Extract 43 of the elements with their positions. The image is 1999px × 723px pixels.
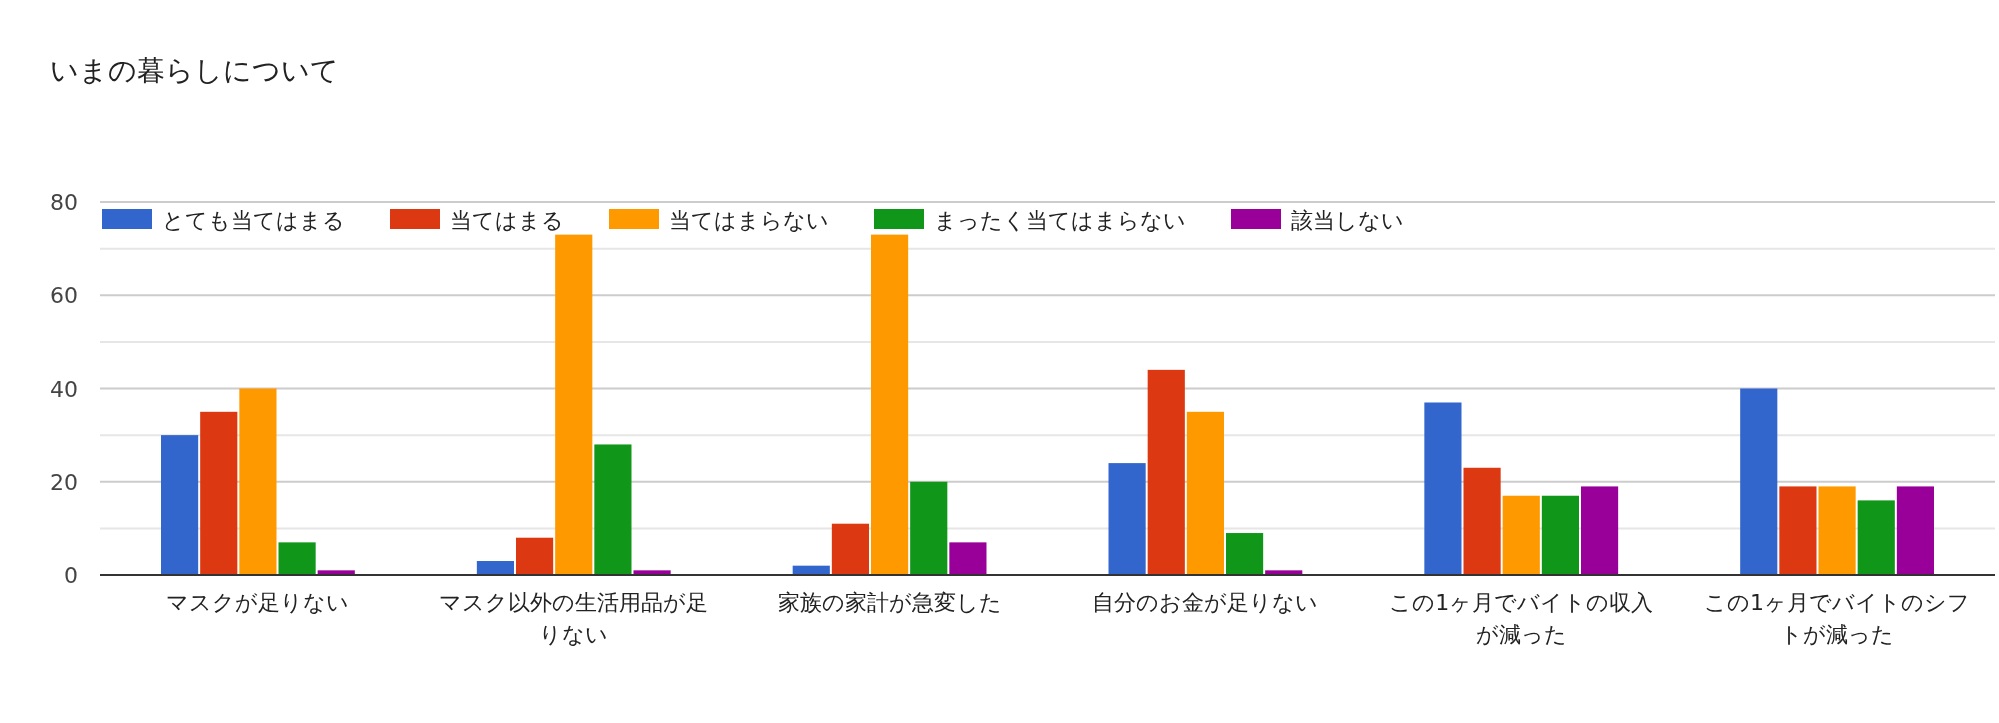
bar [239,388,277,575]
bar [594,444,632,575]
bar [1147,369,1185,575]
x-tick-label: マスク以外の生活用品が足りない [439,590,709,647]
y-tick-label: 0 [64,563,78,588]
bar [1463,467,1501,575]
bar [200,411,238,575]
bar [871,234,909,575]
chart-title: いまの暮らしについて [50,54,339,87]
legend-label: 当てはまる [450,208,564,233]
y-tick-label: 20 [50,469,78,495]
y-tick-label: 80 [50,190,78,215]
bar [949,542,987,575]
bar [1779,486,1817,575]
bar [1541,495,1579,575]
bar [831,523,869,575]
legend-label: とても当てはまる [162,208,345,233]
bar [1424,402,1462,575]
bar [1502,495,1540,575]
bar [555,234,593,575]
bar [1818,486,1856,575]
bar [1896,486,1934,575]
legend-label: まったく当てはまらない [934,208,1186,233]
legend-label: 該当しない [1291,208,1404,233]
x-tick-label: この1ヶ月でバイトの収入が減った [1389,590,1654,647]
bar [278,542,316,575]
bar [476,561,515,575]
bar [1740,388,1778,575]
bar [1108,463,1146,575]
bar [1580,486,1619,575]
bar [1186,411,1224,575]
bar [1857,500,1895,575]
x-tick-label: 家族の家計が急変した [777,590,1002,615]
y-tick-label: 40 [50,376,78,402]
x-tick-label: 自分のお金が足りない [1092,590,1319,615]
bar [1226,533,1264,575]
x-tick-label: この1ヶ月でバイトのシフトが減った [1704,590,1971,647]
x-tick-label: マスクが足りない [166,590,350,615]
bar [910,481,948,575]
legend-label: 当てはまらない [669,208,829,233]
bar [516,537,554,575]
bar [161,435,199,575]
y-tick-label: 60 [50,283,78,309]
